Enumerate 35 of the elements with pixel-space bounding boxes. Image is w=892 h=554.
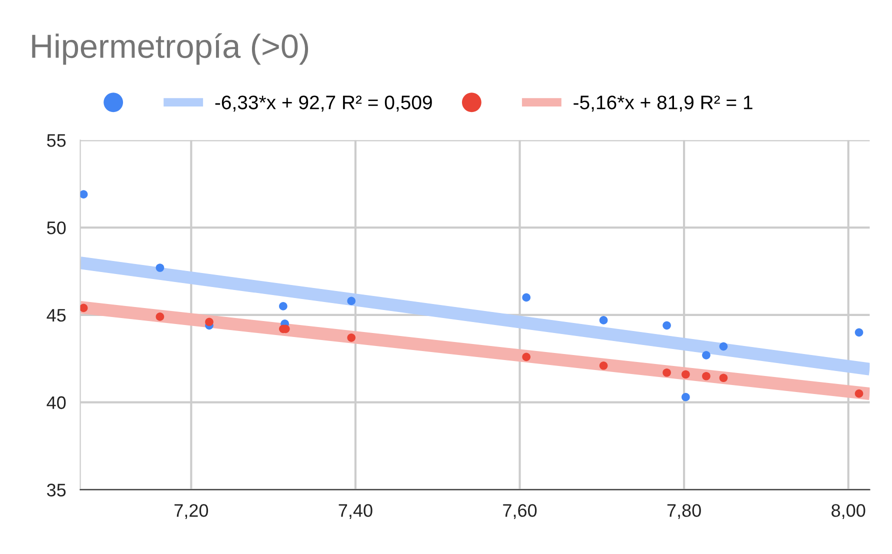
point bbox=[599, 316, 608, 324]
point bbox=[854, 389, 864, 398]
x-tick-label: 8,00 bbox=[832, 504, 866, 520]
point bbox=[854, 328, 864, 337]
point bbox=[682, 370, 690, 379]
y-tick-label: 35 bbox=[47, 484, 66, 496]
point bbox=[662, 368, 671, 377]
y-tick-label: 55 bbox=[47, 134, 66, 147]
point bbox=[599, 361, 608, 370]
point bbox=[662, 321, 671, 330]
point bbox=[522, 352, 530, 362]
point bbox=[719, 374, 728, 382]
x-tick-label: 7,60 bbox=[503, 504, 537, 520]
legend-label: -6,33*x + 92,7 R² = 0,509 bbox=[215, 96, 432, 112]
point bbox=[347, 296, 356, 306]
y-tick-label: 50 bbox=[47, 221, 66, 234]
y-tick-label: 40 bbox=[46, 396, 66, 410]
x-tick-label: 7,40 bbox=[338, 504, 372, 520]
y-tick-label: 45 bbox=[46, 309, 66, 322]
point bbox=[80, 304, 88, 312]
x-tick-label: 7,80 bbox=[667, 504, 701, 520]
point bbox=[347, 334, 356, 342]
point bbox=[702, 350, 710, 360]
point bbox=[719, 342, 728, 351]
point bbox=[279, 302, 288, 310]
legend-label: -5,16*x + 81,9 R² = 1 bbox=[574, 96, 752, 112]
point bbox=[80, 190, 88, 199]
point bbox=[156, 312, 164, 321]
x-tick-label: 7,20 bbox=[174, 504, 208, 520]
chart-title: Hipermetropía (>0) bbox=[32, 33, 308, 65]
point bbox=[522, 293, 530, 302]
point bbox=[702, 372, 710, 380]
point bbox=[682, 392, 690, 402]
point bbox=[156, 264, 164, 272]
point bbox=[205, 318, 214, 326]
